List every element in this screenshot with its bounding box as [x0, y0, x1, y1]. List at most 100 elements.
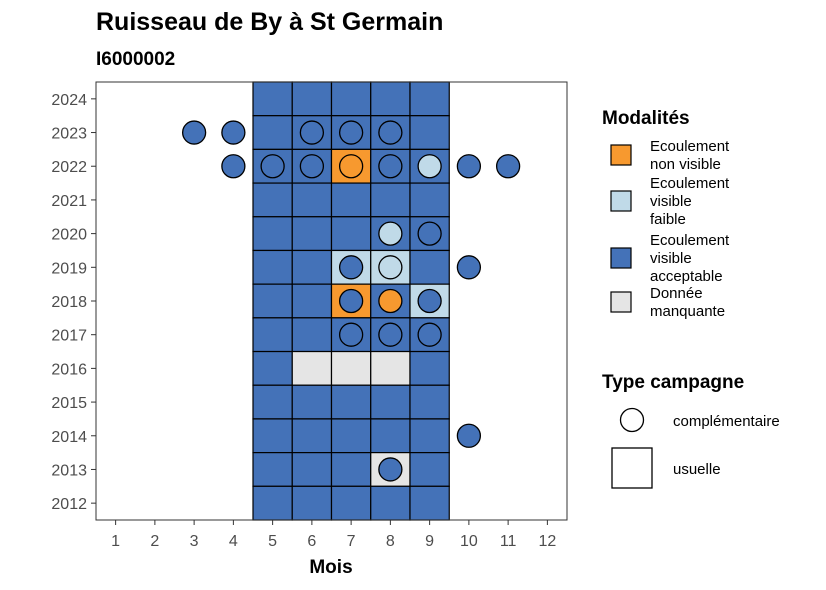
tile-2024-5 [252, 81, 293, 117]
x-tick-label-11: 11 [500, 533, 517, 550]
point-2022-7 [338, 154, 364, 179]
tile-2019-5 [252, 249, 293, 285]
point-2022-6 [299, 154, 325, 179]
point-2023-6 [299, 120, 325, 145]
x-tick-label-2: 2 [150, 533, 159, 550]
point-2022-11 [495, 154, 521, 179]
point-2023-8 [378, 120, 403, 145]
tile-2021-8 [370, 182, 411, 218]
point-2023-3 [181, 120, 207, 145]
tile-2021-6 [291, 182, 333, 218]
tile-2018-5 [252, 283, 293, 319]
legend-types: complémentaire usuelle [611, 407, 780, 489]
point-2017-7 [338, 322, 364, 347]
legend-label-acceptable-2: acceptable [650, 268, 723, 285]
x-tick-label-6: 6 [307, 533, 316, 550]
legend-label-square: usuelle [673, 461, 721, 478]
point-2013-8 [378, 457, 403, 482]
y-tick-label-2020: 2020 [51, 227, 87, 244]
legend-label-manquante-1: manquante [650, 303, 725, 320]
point-2019-8 [378, 255, 403, 280]
tile-2023-9 [409, 115, 450, 150]
tile-2015-7 [330, 384, 372, 420]
y-tick-label-2017: 2017 [51, 328, 87, 345]
points-layer [181, 120, 521, 482]
point-2023-7 [338, 120, 364, 145]
tile-2024-7 [330, 81, 372, 117]
legend-label-faible-0: Ecoulement [650, 175, 730, 192]
tile-2013-6 [291, 452, 333, 487]
y-tick-label-2024: 2024 [51, 92, 87, 109]
legend-key-acceptable [610, 247, 632, 269]
point-2022-4 [221, 154, 246, 179]
chart-subtitle: I6000002 [96, 49, 175, 70]
x-tick-label-4: 4 [229, 533, 238, 550]
tile-2014-7 [330, 418, 372, 454]
tile-2012-5 [252, 485, 293, 521]
legend-key-non_visible [610, 144, 632, 166]
y-tick-label-2016: 2016 [51, 361, 87, 378]
legend-key-square [611, 447, 653, 489]
tile-2016-9 [409, 350, 450, 386]
tile-2016-6 [291, 350, 333, 386]
legend-label-circle: complémentaire [673, 413, 780, 430]
point-2019-10 [456, 255, 482, 280]
tile-2016-8 [370, 350, 411, 386]
tile-2014-8 [370, 418, 411, 454]
tile-2014-9 [409, 418, 450, 454]
tile-2020-7 [330, 216, 372, 252]
y-tick-label-2013: 2013 [51, 462, 87, 479]
x-tick-label-3: 3 [190, 533, 199, 550]
tile-2014-5 [252, 418, 293, 454]
y-tick-label-2018: 2018 [51, 294, 87, 311]
tile-2021-5 [252, 182, 293, 218]
y-tick-label-2022: 2022 [51, 159, 87, 176]
tile-2017-5 [252, 317, 293, 353]
tile-2021-7 [330, 182, 372, 218]
legend-label-manquante-0: Donnée [650, 285, 703, 302]
y-tick-label-2021: 2021 [51, 193, 87, 210]
tile-2015-6 [291, 384, 333, 420]
point-2017-9 [417, 322, 442, 347]
tile-2016-5 [252, 350, 293, 386]
point-2020-8 [378, 221, 403, 246]
y-tick-label-2019: 2019 [51, 260, 87, 277]
point-2018-7 [338, 288, 364, 314]
legend-label-acceptable-0: Ecoulement [650, 232, 730, 249]
point-2022-9 [417, 154, 442, 179]
tile-2015-8 [370, 384, 411, 420]
tile-2012-9 [409, 485, 450, 521]
tile-2012-7 [330, 485, 372, 521]
y-tick-label-2012: 2012 [51, 496, 87, 513]
x-tick-label-1: 1 [111, 533, 120, 550]
x-tick-label-8: 8 [386, 533, 395, 550]
tile-2020-5 [252, 216, 293, 252]
point-2014-10 [456, 423, 482, 448]
x-axis-title: Mois [309, 557, 352, 578]
legend-label-non_visible-1: non visible [650, 156, 721, 173]
tile-2015-5 [252, 384, 293, 420]
tile-2013-7 [330, 452, 372, 487]
tile-2015-9 [409, 384, 450, 420]
point-2023-4 [221, 120, 246, 145]
tile-2012-8 [370, 485, 411, 521]
legend-title-type: Type campagne [602, 372, 744, 393]
legend-label-faible-2: faible [650, 211, 686, 228]
legend-key-circle [619, 407, 645, 433]
tile-2024-9 [409, 81, 450, 117]
tile-2014-6 [291, 418, 333, 454]
tile-2012-6 [291, 485, 333, 521]
point-2018-8 [378, 288, 403, 314]
point-2019-7 [338, 255, 364, 280]
legend-label-acceptable-1: visible [650, 250, 692, 267]
x-axis: 1 2 3 4 5 6 7 8 9 10 11 12 [111, 520, 556, 550]
tile-2013-9 [409, 452, 450, 487]
legend-label-faible-1: visible [650, 193, 692, 210]
point-2022-8 [378, 154, 403, 179]
point-2020-9 [417, 221, 442, 246]
tile-2020-6 [291, 216, 333, 252]
tile-2023-5 [252, 115, 293, 150]
point-2018-9 [417, 288, 442, 314]
